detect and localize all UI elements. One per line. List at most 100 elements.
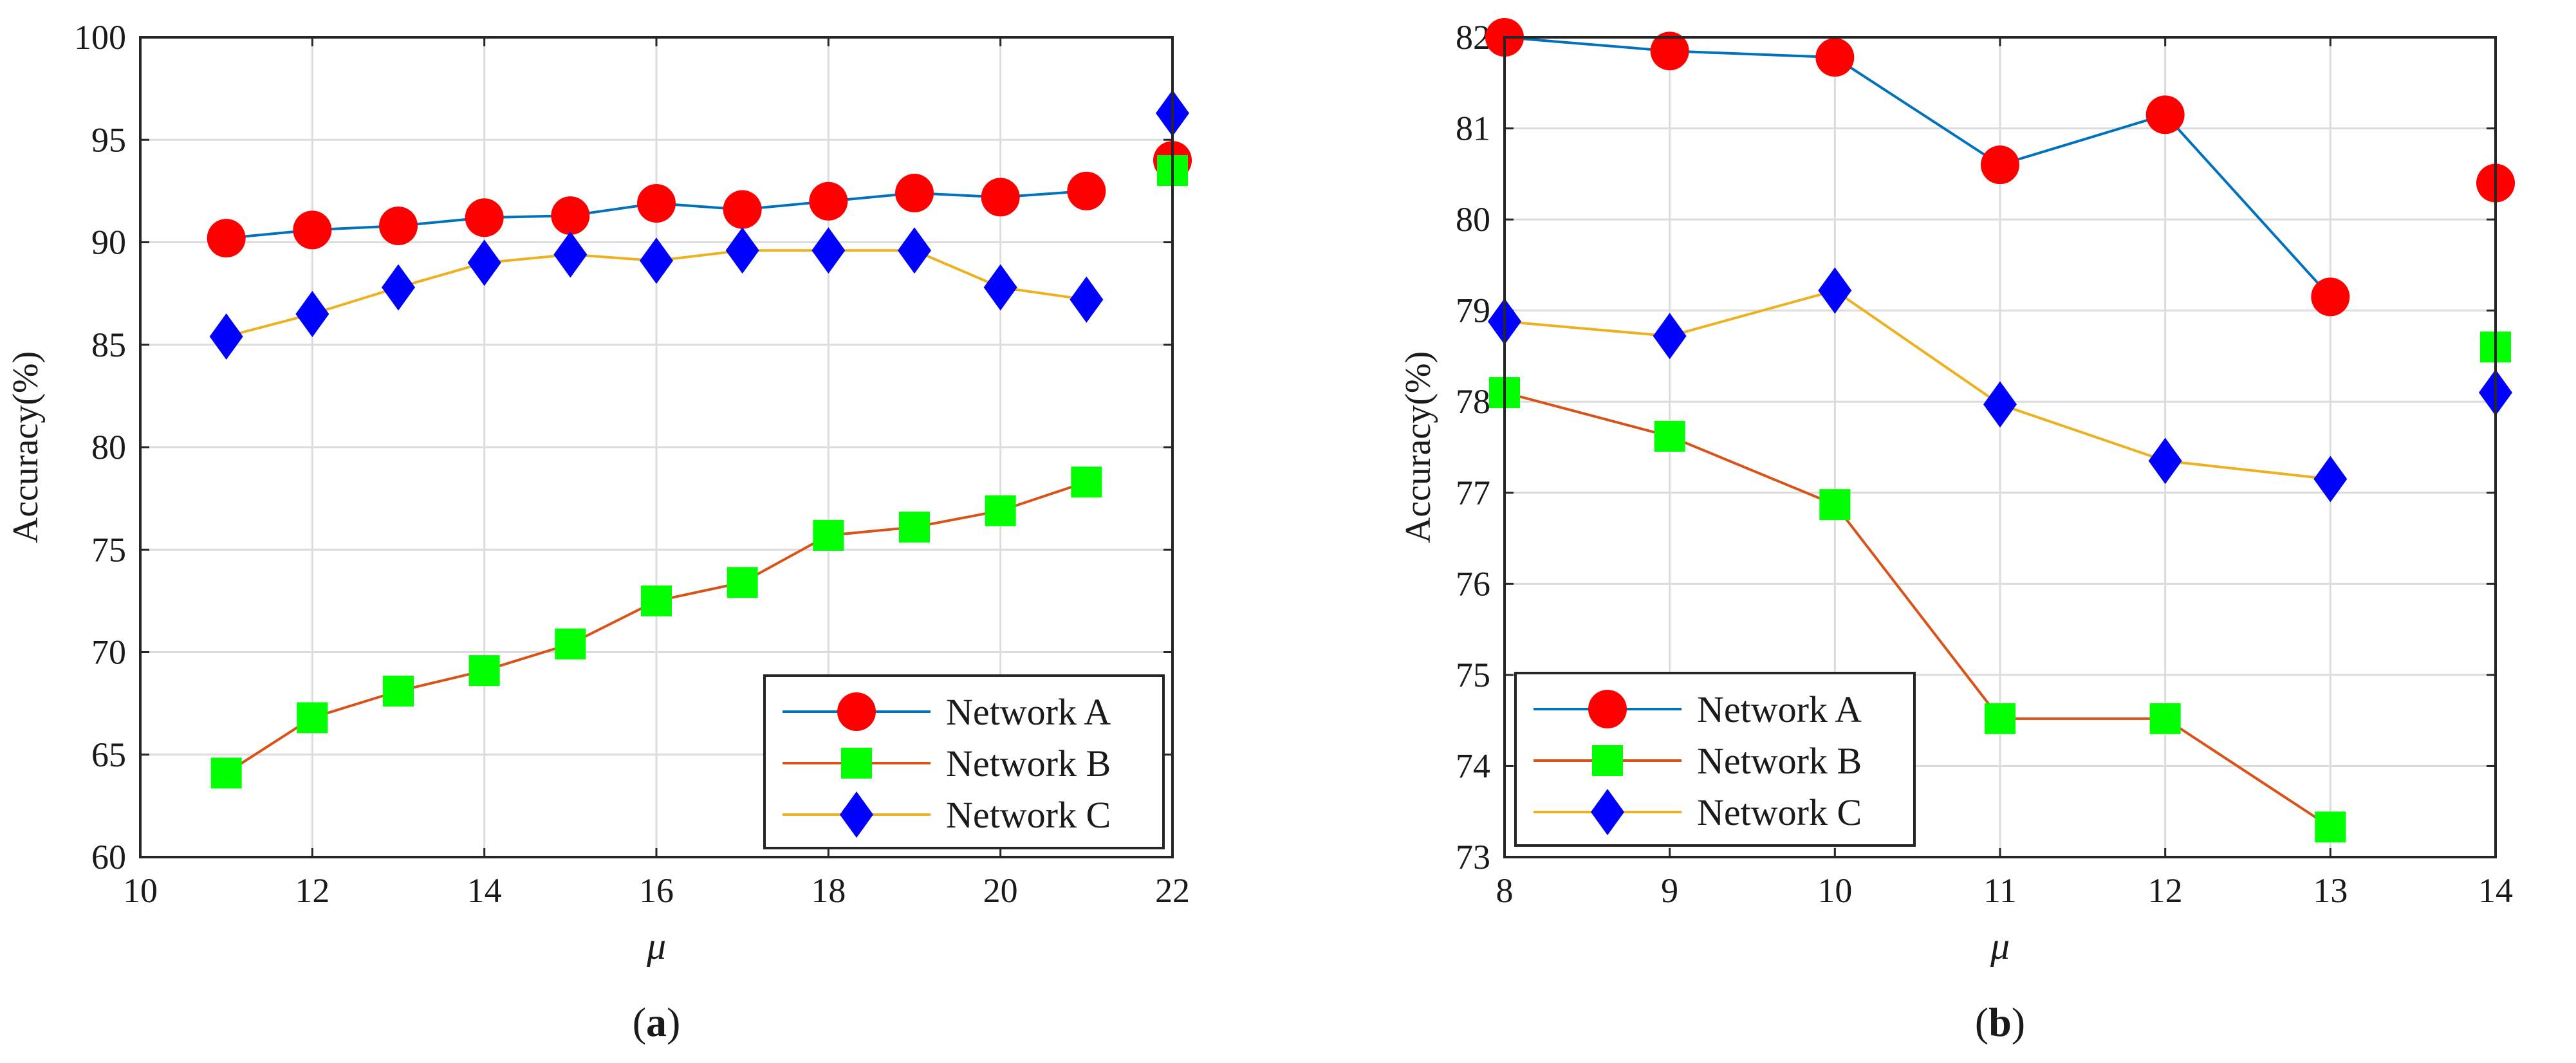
data-point [981,178,1020,217]
legend-label: Network C [1697,791,1862,833]
caption-close: ) [2012,999,2025,1045]
legend-marker-square [1592,745,1623,776]
chart-panel-a: 10 12 14 16 18 20 22 60 65 70 75 80 85 90 95 100 Accurac… [6,18,1192,1045]
data-point [641,585,672,616]
data-point [207,219,246,258]
data-point [899,512,930,543]
y-axis-label: Accuracy(%) [1398,351,1438,543]
y-tick-label: 80 [91,428,126,467]
x-tick-label: 14 [2478,871,2513,910]
y-tick-label: 70 [91,633,126,672]
x-axis-label: μ [1990,925,2010,967]
panel-caption: (a) [633,999,681,1045]
panel-caption: (b) [1975,999,2025,1045]
y-tick-label: 81 [1456,109,1490,148]
data-point [1650,32,1689,71]
x-tick-label: 14 [467,871,502,910]
axes-frame [1503,36,2497,858]
legend-label: Network A [946,691,1111,733]
data-point [1070,276,1104,323]
x-tick-label: 10 [1817,871,1852,910]
x-tick-label: 13 [2313,871,2348,910]
data-point [983,264,1017,311]
y-tick-label: 95 [91,120,126,159]
caption-open: ( [633,999,646,1045]
legend-label: Network C [946,794,1111,836]
data-point [2311,277,2350,317]
y-tick-label: 77 [1456,474,1490,512]
x-tick-label: 12 [2148,871,2183,910]
y-tick-label: 75 [91,530,126,569]
series-markers-0 [1485,18,2515,317]
data-point [2145,95,2185,134]
data-point [1818,267,1852,314]
y-tick-label: 65 [91,735,126,774]
x-tick-label: 18 [811,871,846,910]
data-point [1067,171,1106,210]
caption-letter: b [1988,999,2012,1045]
legend-label: Network B [1697,740,1862,782]
series-line-1 [1504,391,2331,828]
data-point [2148,438,2182,485]
x-tick-label: 9 [1661,871,1678,910]
y-tick-label: 90 [91,223,126,262]
data-point [293,210,332,250]
y-tick-label: 73 [1456,838,1490,876]
data-point [1071,467,1102,498]
data-point [468,655,500,687]
data-point [640,237,673,284]
data-point [727,567,758,598]
legend-marker-circle [1588,690,1627,728]
data-point [898,227,931,274]
y-tick-label: 80 [1456,200,1490,239]
data-point [297,702,328,734]
legend-label: Network A [1697,689,1862,730]
data-point [2313,456,2348,503]
x-tick-label: 12 [295,871,329,910]
data-point [637,183,676,223]
series-line-0 [1504,36,2331,298]
y-tick-label: 82 [1456,18,1490,57]
data-point [1819,489,1851,521]
data-point [1654,421,1685,452]
axes-frame [139,36,1174,858]
data-point [2149,703,2181,734]
data-point [725,227,759,274]
data-point [811,227,846,274]
y-tick-label: 78 [1456,382,1490,421]
series-line-2 [1504,289,2331,481]
data-point [1653,313,1687,360]
x-tick-label: 20 [983,871,1018,910]
legend-marker-square [841,748,872,779]
chart-panel-b: 8 9 10 11 12 13 14 73 74 75 76 77 78 79 80 81 82 Accuracy… [1398,18,2515,1045]
data-point [467,239,501,286]
legend: Network A Network B Network C [1514,672,1916,847]
data-point [555,628,586,660]
legend-marker-diamond [1591,789,1624,835]
legend-marker-diamond [840,791,873,838]
data-point [1985,703,2015,734]
caption-letter: a [646,999,667,1045]
caption-open: ( [1975,999,1988,1045]
legend: Network A Network B Network C [763,674,1165,849]
data-point [551,196,590,236]
data-point [895,174,934,213]
y-tick-label: 75 [1456,656,1490,694]
x-tick-label: 22 [1155,871,1190,910]
data-point [210,757,242,789]
data-point [465,198,504,237]
x-tick-label: 11 [1983,871,2017,910]
x-axis-label: μ [646,925,666,967]
y-tick-label: 85 [91,326,126,364]
data-point [295,290,329,337]
y-tick-label: 79 [1456,291,1490,330]
y-axis-label: Accuracy(%) [6,351,46,543]
x-tick-label: 10 [123,871,158,910]
data-point [2315,811,2346,843]
y-tick-label: 60 [91,838,126,876]
legend-marker-circle [837,692,876,731]
y-tick-label: 100 [74,18,126,57]
x-tick-label: 16 [639,871,674,910]
legend-label: Network B [946,743,1111,784]
data-point [723,190,762,229]
